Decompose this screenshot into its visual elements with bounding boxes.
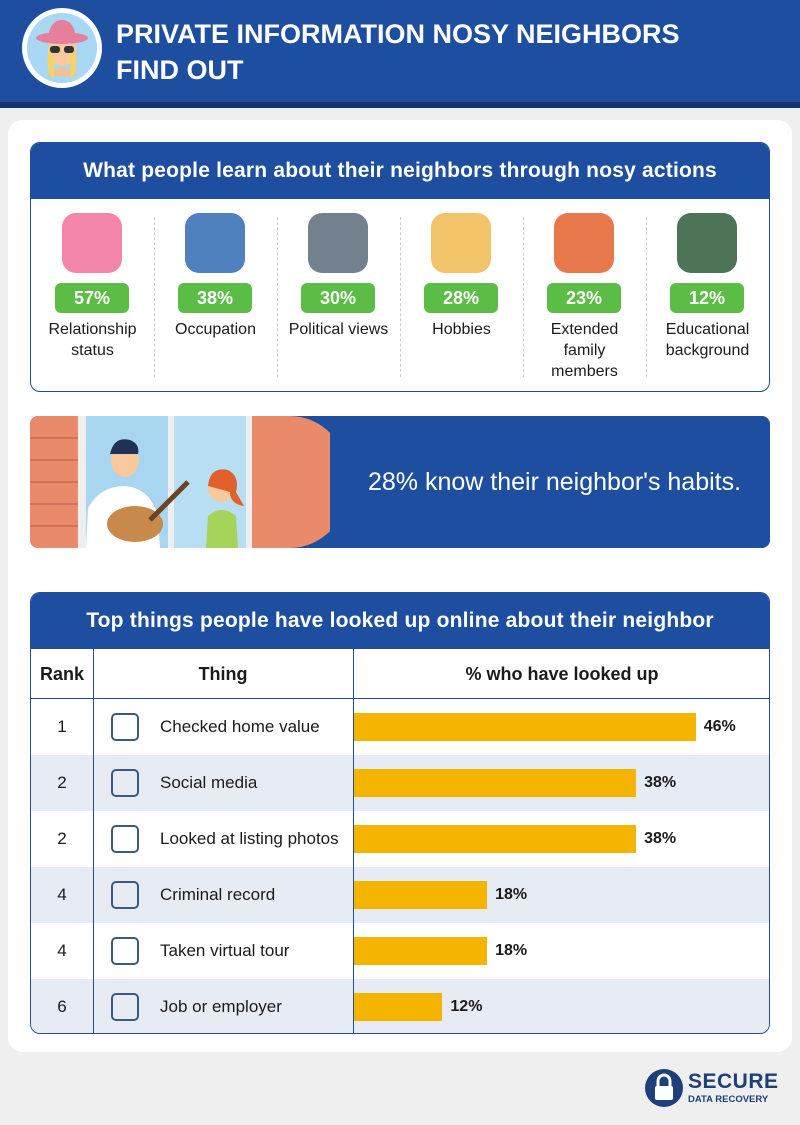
thing-icon xyxy=(111,993,139,1021)
thing: Criminal record xyxy=(160,885,276,904)
rank: 4 xyxy=(57,885,67,904)
table-row: 2 Social media 38% xyxy=(31,755,769,811)
stat-percent: 12% xyxy=(670,283,744,313)
section-title: Top things people have looked up online … xyxy=(31,593,769,649)
table-row: 2 Looked at listing photos 38% xyxy=(31,811,769,867)
column-header: Thing xyxy=(198,663,248,684)
stat-item: 30% Political views xyxy=(277,199,400,391)
stat-percent: 38% xyxy=(178,283,252,313)
logo-icon xyxy=(645,1069,683,1107)
stat-percent: 28% xyxy=(424,283,498,313)
stat-label: Extended family members xyxy=(550,321,619,380)
banner-text: 28% know their neighbor's habits. xyxy=(368,467,742,496)
table-row: 4 Criminal record 18% xyxy=(31,867,769,923)
stat-item: 38% Occupation xyxy=(154,199,277,391)
separator xyxy=(400,217,401,377)
bar xyxy=(353,937,488,965)
lookups-table: Top things people have looked up online … xyxy=(30,592,770,1034)
column-header: % who have looked up xyxy=(465,663,659,684)
table-header-row xyxy=(31,649,769,699)
rank: 2 xyxy=(57,773,67,792)
stat-label: Relationship status xyxy=(48,321,137,359)
column-divider xyxy=(353,649,354,1033)
bar xyxy=(353,713,696,741)
bar xyxy=(353,881,488,909)
stat-label: Occupation xyxy=(175,321,256,338)
header: PRIVATE INFORMATION NOSY NEIGHBORS FIND … xyxy=(0,0,800,108)
banner-illustration xyxy=(30,416,330,548)
stat-percent: 30% xyxy=(301,283,375,313)
stat-icon xyxy=(677,213,737,273)
thing-icon xyxy=(111,825,139,853)
thing-icon xyxy=(111,713,139,741)
stat-icon xyxy=(554,213,614,273)
stat-item: 57% Relationship status xyxy=(31,199,154,391)
banner: 28% know their neighbor's habits. xyxy=(30,416,770,548)
separator xyxy=(154,217,155,377)
thing-icon xyxy=(111,937,139,965)
value-label: 18% xyxy=(495,942,528,959)
thing: Taken virtual tour xyxy=(160,941,290,960)
stat-icon xyxy=(308,213,368,273)
column-header: Rank xyxy=(39,663,84,684)
rank: 6 xyxy=(57,997,67,1016)
thing: Job or employer xyxy=(160,997,282,1016)
stat-item: 12% Educational background xyxy=(646,199,769,391)
logo-brand: SECURE xyxy=(688,1070,779,1093)
logo: SECURE DATA RECOVERY xyxy=(644,1068,794,1110)
stat-label: Hobbies xyxy=(432,321,491,338)
table-row: 6 Job or employer 12% xyxy=(31,979,769,1033)
column-divider xyxy=(93,649,94,1033)
table-row: 1 Checked home value 46% xyxy=(31,699,769,755)
separator xyxy=(646,217,647,377)
value-label: 12% xyxy=(450,998,483,1015)
page-title: PRIVATE INFORMATION NOSY NEIGHBORS FIND … xyxy=(116,19,680,85)
thing: Looked at listing photos xyxy=(160,829,339,848)
rank: 2 xyxy=(57,829,67,848)
stat-label: Educational background xyxy=(665,321,750,359)
learned-section: What people learn about their neighbors … xyxy=(30,142,770,392)
thing: Social media xyxy=(160,773,258,792)
stat-icon xyxy=(62,213,122,273)
value-label: 38% xyxy=(644,830,677,847)
stat-item: 28% Hobbies xyxy=(400,199,523,391)
thing-icon xyxy=(111,881,139,909)
separator xyxy=(523,217,524,377)
stat-icon xyxy=(185,213,245,273)
value-label: 38% xyxy=(644,774,677,791)
table-row: 4 Taken virtual tour 18% xyxy=(31,923,769,979)
logo-tagline: DATA RECOVERY xyxy=(688,1094,769,1105)
rank: 4 xyxy=(57,941,67,960)
value-label: 18% xyxy=(495,886,528,903)
bar xyxy=(353,769,637,797)
value-label: 46% xyxy=(703,718,736,735)
bar xyxy=(353,993,443,1021)
bar xyxy=(353,825,637,853)
stat-item: 23% Extended family members xyxy=(523,199,646,391)
rank: 1 xyxy=(57,717,67,736)
avatar-icon xyxy=(22,8,102,88)
section-title: What people learn about their neighbors … xyxy=(31,143,769,199)
stat-label: Political views xyxy=(288,321,389,338)
stat-percent: 57% xyxy=(55,283,129,313)
separator xyxy=(277,217,278,377)
thing: Checked home value xyxy=(160,717,320,736)
stat-icon xyxy=(431,213,491,273)
thing-icon xyxy=(111,769,139,797)
stat-percent: 23% xyxy=(547,283,621,313)
